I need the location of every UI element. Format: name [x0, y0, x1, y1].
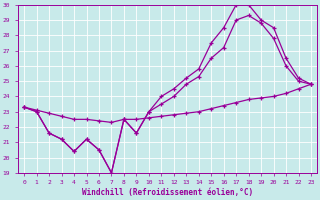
- X-axis label: Windchill (Refroidissement éolien,°C): Windchill (Refroidissement éolien,°C): [82, 188, 253, 197]
